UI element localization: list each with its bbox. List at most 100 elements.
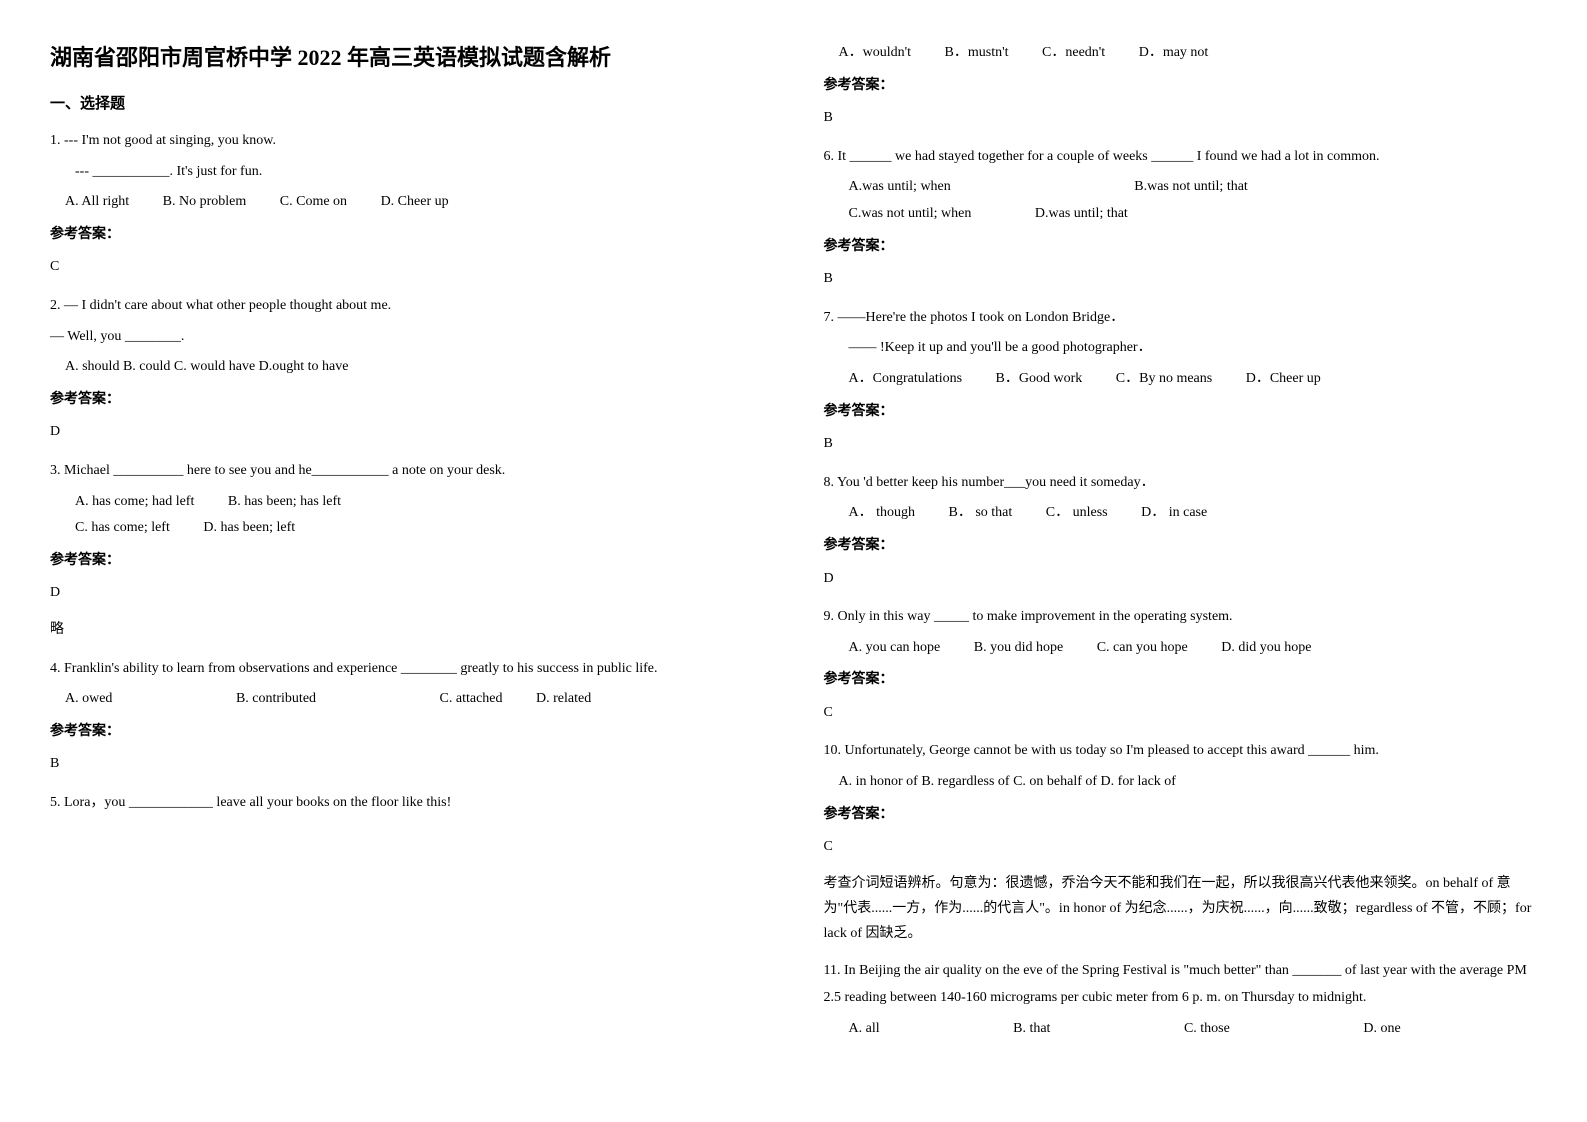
question-text: 4. Franklin's ability to learn from obse… [50,656,764,683]
question-8: 8. You 'd better keep his number___you n… [824,470,1538,592]
option-b: B. you did hope [974,635,1063,662]
answer: C [50,254,764,281]
question-5-continued: A．wouldn't B．mustn't C．needn't D．may not… [824,40,1538,132]
question-text: 9. Only in this way _____ to make improv… [824,604,1538,631]
question-text: 3. Michael __________ here to see you an… [50,458,764,485]
option-a: A.was until; when [849,174,951,201]
option-c: C.was not until; when [849,201,972,228]
answer-label: 参考答案： [824,667,1538,694]
explanation: 考查介词短语辨析。句意为：很遗憾，乔治今天不能和我们在一起，所以我很高兴代表他来… [824,871,1538,947]
answer: B [824,266,1538,293]
answer-extra: 略 [50,617,764,644]
answer: C [824,834,1538,861]
options: A. owed B. contributed C. attached D. re… [65,686,764,713]
answer-label: 参考答案： [50,387,764,414]
answer: D [50,580,764,607]
answer-label: 参考答案： [50,548,764,575]
option-d: D. one [1363,1016,1400,1043]
page-title: 湖南省邵阳市周官桥中学 2022 年高三英语模拟试题含解析 [50,40,764,72]
options: A. you can hope B. you did hope C. can y… [849,635,1538,662]
option-a: A. All right [65,189,129,216]
answer-label: 参考答案： [50,222,764,249]
question-text: 1. --- I'm not good at singing, you know… [50,128,764,155]
options: A．Congratulations B．Good work C．By no me… [849,366,1538,393]
option-b: B.was not until; that [1134,174,1248,201]
option-c: C．needn't [1042,40,1105,67]
option-c: C. can you hope [1097,635,1188,662]
question-10: 10. Unfortunately, George cannot be with… [824,738,1538,946]
option-d: D. did you hope [1221,635,1311,662]
option-b: B．Good work [996,366,1083,393]
question-1: 1. --- I'm not good at singing, you know… [50,128,764,281]
question-text: 8. You 'd better keep his number___you n… [824,470,1538,497]
question-text: 5. Lora，you ____________ leave all your … [50,790,764,817]
question-text: 2. — I didn't care about what other peop… [50,293,764,320]
option-d: D． in case [1141,500,1207,527]
option-c: C. Come on [280,189,347,216]
option-d: D．Cheer up [1246,366,1321,393]
question-6: 6. It ______ we had stayed together for … [824,144,1538,293]
option-a: A． though [849,500,916,527]
question-5: 5. Lora，you ____________ leave all your … [50,790,764,817]
answer-label: 参考答案： [824,802,1538,829]
question-9: 9. Only in this way _____ to make improv… [824,604,1538,726]
options: A. All right B. No problem C. Come on D.… [65,189,764,216]
options: A．wouldn't B．mustn't C．needn't D．may not [839,40,1538,67]
answer: D [50,419,764,446]
exam-page: 湖南省邵阳市周官桥中学 2022 年高三英语模拟试题含解析 一、选择题 1. -… [50,40,1537,1054]
question-text-line2: —— !Keep it up and you'll be a good phot… [849,335,1538,362]
option-b: B. has been; has left [228,489,341,516]
question-text-line2: — Well, you ________. [50,324,764,351]
question-text: 6. It ______ we had stayed together for … [824,144,1538,171]
answer: B [824,105,1538,132]
options: A． though B． so that C． unless D． in cas… [849,500,1538,527]
answer-label: 参考答案： [824,399,1538,426]
answer: D [824,566,1538,593]
option-c: C． unless [1046,500,1108,527]
option-c: C. attached [440,686,503,713]
option-a: A. all [849,1016,880,1043]
option-a: A. owed [65,686,112,713]
question-text: 7. ——Here're the photos I took on London… [824,305,1538,332]
option-a: A．wouldn't [839,40,912,67]
answer-label: 参考答案： [50,719,764,746]
option-c: C．By no means [1116,366,1212,393]
question-3: 3. Michael __________ here to see you an… [50,458,764,644]
answer-label: 参考答案： [824,533,1538,560]
options: A. should B. could C. would have D.ought… [65,354,764,381]
options: A.was until; when B.was not until; that … [849,174,1538,227]
option-a: A. has come; had left [75,489,194,516]
option-b: B. contributed [236,686,316,713]
question-11: 11. In Beijing the air quality on the ev… [824,958,1538,1042]
option-b: B. No problem [163,189,247,216]
option-d: D. related [536,686,591,713]
option-b: B． so that [949,500,1013,527]
right-column: A．wouldn't B．mustn't C．needn't D．may not… [824,40,1538,1054]
section-header: 一、选择题 [50,92,764,113]
question-text: 10. Unfortunately, George cannot be with… [824,738,1538,765]
option-b: B. that [1013,1016,1050,1043]
option-b: B．mustn't [945,40,1009,67]
question-text: 11. In Beijing the air quality on the ev… [824,958,1538,1011]
answer: B [824,431,1538,458]
question-7: 7. ——Here're the photos I took on London… [824,305,1538,458]
options: A. all B. that C. those D. one [849,1016,1538,1043]
answer: B [50,751,764,778]
question-text-line2: --- ___________. It's just for fun. [75,159,764,186]
left-column: 湖南省邵阳市周官桥中学 2022 年高三英语模拟试题含解析 一、选择题 1. -… [50,40,764,1054]
options: A. in honor of B. regardless of C. on be… [839,769,1538,796]
answer: C [824,700,1538,727]
question-4: 4. Franklin's ability to learn from obse… [50,656,764,778]
option-c: C. those [1184,1016,1230,1043]
option-d: D．may not [1139,40,1209,67]
option-c: C. has come; left [75,515,170,542]
option-d: D. Cheer up [381,189,449,216]
option-a: A．Congratulations [849,366,963,393]
option-a: A. you can hope [849,635,941,662]
options: A. has come; had left B. has been; has l… [75,489,764,542]
option-d: D. has been; left [203,515,295,542]
option-d: D.was until; that [1035,201,1128,228]
answer-label: 参考答案： [824,234,1538,261]
question-2: 2. — I didn't care about what other peop… [50,293,764,446]
answer-label: 参考答案： [824,73,1538,100]
